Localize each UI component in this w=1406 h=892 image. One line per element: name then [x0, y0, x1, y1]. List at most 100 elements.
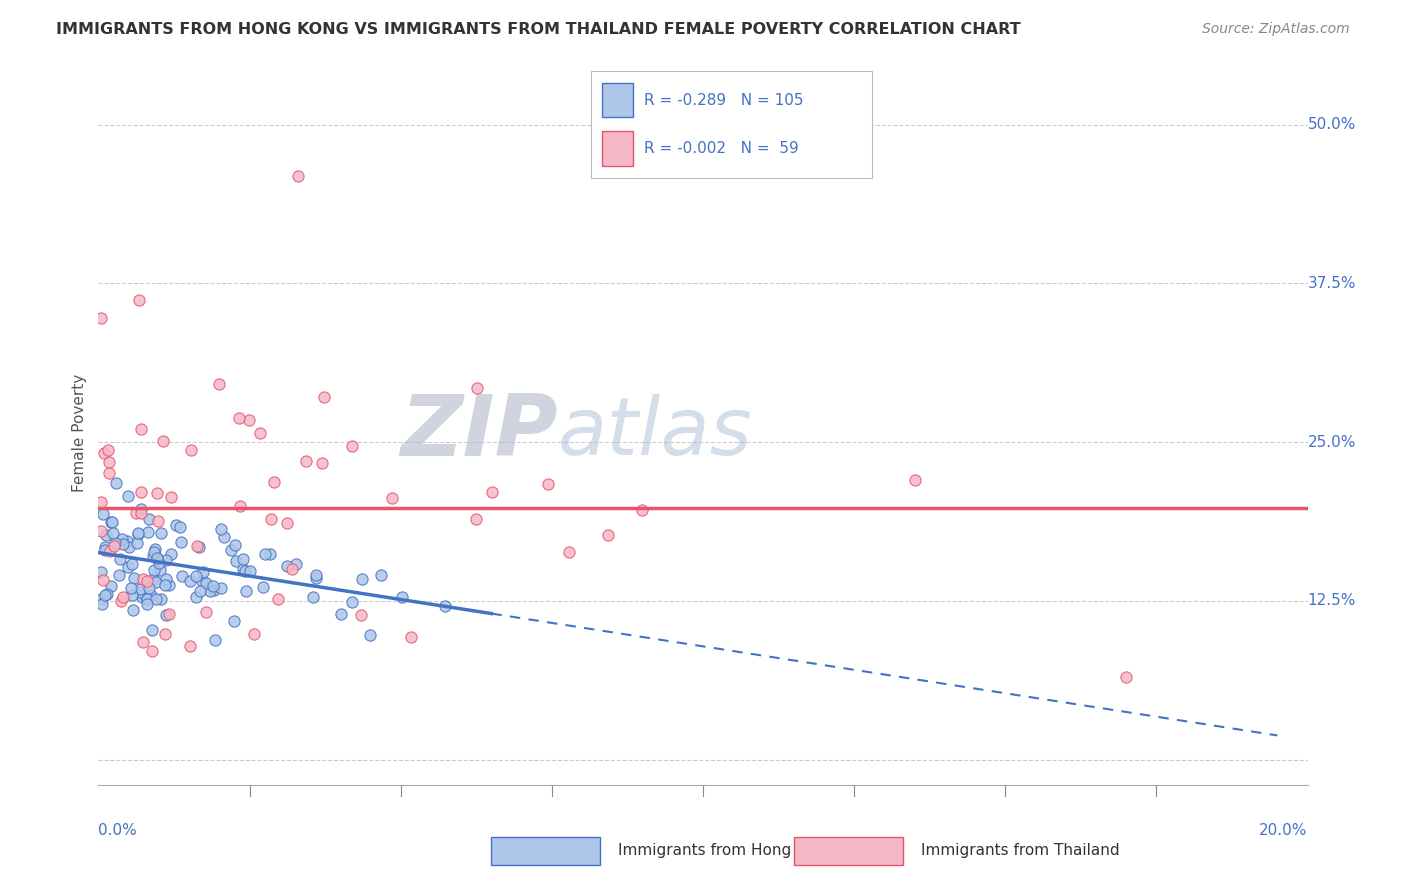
Point: [184, 590, 207, 604]
Point: [342, 594, 364, 608]
Text: 50.0%: 50.0%: [1308, 117, 1355, 132]
Point: [129, 506, 152, 520]
Point: [179, 640, 201, 654]
Point: [263, 475, 285, 490]
Text: ZIP: ZIP: [401, 391, 558, 475]
Point: [155, 607, 177, 622]
Point: [157, 578, 180, 592]
Point: [145, 486, 167, 500]
Text: 0.0%: 0.0%: [98, 823, 138, 838]
Point: [90, 592, 112, 607]
Point: [93, 542, 115, 557]
Point: [131, 635, 153, 649]
Point: [138, 581, 160, 595]
Point: [138, 512, 160, 526]
Point: [195, 575, 218, 590]
Point: [94, 528, 117, 542]
Point: [209, 581, 232, 595]
Point: [391, 591, 413, 605]
Point: [149, 563, 172, 577]
Point: [904, 473, 927, 487]
Point: [249, 425, 271, 440]
Point: [145, 574, 167, 589]
Point: [143, 563, 166, 577]
Point: [381, 491, 404, 505]
Point: [157, 607, 180, 622]
Point: [281, 562, 304, 576]
Point: [90, 310, 112, 325]
Point: [186, 539, 208, 553]
Point: [152, 434, 174, 449]
Point: [139, 588, 162, 602]
Point: [238, 413, 260, 427]
Point: [117, 560, 139, 574]
Point: [232, 552, 254, 566]
Point: [150, 591, 173, 606]
FancyBboxPatch shape: [602, 83, 633, 118]
Point: [145, 591, 167, 606]
Point: [108, 551, 131, 566]
Point: [124, 506, 146, 520]
Point: [90, 524, 112, 538]
Point: [129, 582, 152, 597]
Text: 37.5%: 37.5%: [1308, 276, 1355, 291]
Point: [146, 551, 169, 566]
Point: [91, 597, 114, 611]
Point: [224, 538, 246, 552]
Point: [179, 574, 201, 588]
Point: [225, 554, 247, 568]
Point: [467, 381, 489, 395]
Point: [129, 422, 152, 436]
Point: [190, 574, 212, 589]
Point: [558, 545, 581, 559]
Point: [252, 580, 274, 594]
Point: [239, 564, 262, 578]
Point: [143, 542, 166, 557]
Point: [598, 527, 620, 541]
Text: 20.0%: 20.0%: [1260, 823, 1308, 838]
Point: [200, 583, 222, 598]
Point: [96, 443, 118, 458]
Point: [214, 530, 236, 544]
Point: [115, 534, 138, 549]
Point: [127, 526, 149, 541]
Point: [155, 578, 177, 592]
Point: [125, 536, 148, 550]
Text: R = -0.002   N =  59: R = -0.002 N = 59: [644, 141, 799, 156]
Point: [276, 559, 298, 574]
Point: [98, 544, 121, 558]
Point: [165, 518, 187, 533]
Point: [359, 627, 381, 641]
FancyBboxPatch shape: [794, 837, 903, 865]
Point: [117, 489, 139, 503]
Point: [287, 169, 309, 183]
Point: [330, 607, 353, 621]
Point: [169, 520, 191, 534]
Point: [305, 571, 328, 585]
FancyBboxPatch shape: [602, 131, 633, 166]
FancyBboxPatch shape: [492, 837, 600, 865]
Point: [111, 532, 134, 546]
Text: atlas: atlas: [558, 393, 752, 472]
Point: [141, 644, 163, 658]
Point: [302, 590, 325, 604]
Point: [195, 605, 218, 619]
Point: [150, 526, 173, 541]
Point: [100, 516, 122, 530]
Point: [155, 627, 177, 641]
Point: [132, 573, 155, 587]
Point: [129, 502, 152, 516]
Point: [350, 607, 373, 622]
Text: Immigrants from Thailand: Immigrants from Thailand: [921, 844, 1119, 858]
Point: [233, 564, 256, 578]
Point: [159, 490, 181, 504]
Point: [146, 551, 169, 566]
Point: [191, 565, 214, 579]
Point: [202, 583, 225, 598]
Point: [128, 293, 150, 307]
Point: [481, 485, 503, 500]
Point: [142, 572, 165, 586]
Point: [537, 477, 560, 491]
Point: [259, 547, 281, 561]
Text: 12.5%: 12.5%: [1308, 593, 1355, 608]
